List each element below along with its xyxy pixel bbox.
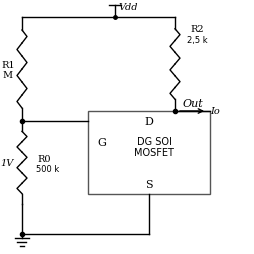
Text: 1V: 1V: [0, 158, 13, 167]
Text: R0: R0: [37, 154, 51, 163]
Text: R2: R2: [189, 25, 203, 34]
Text: MOSFET: MOSFET: [134, 148, 173, 158]
Text: S: S: [145, 179, 152, 189]
Text: G: G: [97, 138, 106, 148]
Text: Io: Io: [209, 107, 219, 116]
Text: R1: R1: [1, 61, 15, 70]
Text: 2,5 k: 2,5 k: [186, 36, 207, 45]
Text: D: D: [144, 117, 153, 126]
Bar: [88, 112, 209, 194]
Text: Vdd: Vdd: [119, 4, 138, 12]
Text: Out: Out: [182, 99, 203, 108]
Text: 500 k: 500 k: [36, 164, 59, 173]
Text: DG SOI: DG SOI: [136, 137, 171, 147]
Text: M: M: [3, 71, 13, 80]
